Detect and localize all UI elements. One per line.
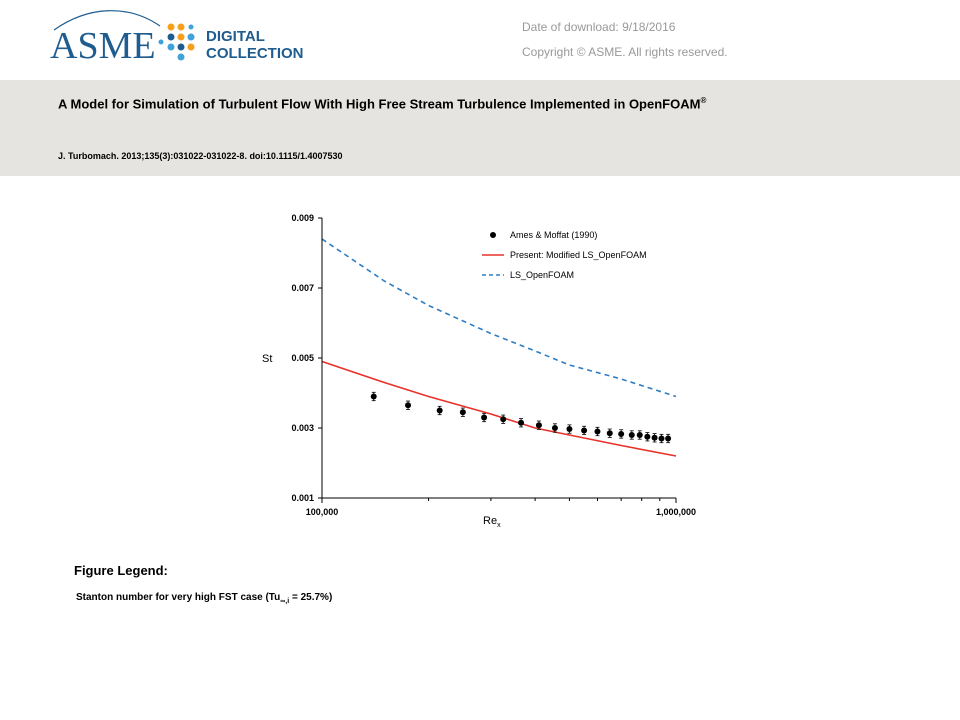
data-point: [636, 432, 643, 438]
data-point: [644, 433, 651, 440]
data-point: [551, 425, 558, 431]
stanton-number-chart: 0.001 0.003 0.005 0.007 0.009 100,000 1,000,0…: [262, 213, 696, 529]
caption-text-end: = 25.7%): [289, 592, 333, 603]
data-point: [481, 414, 488, 421]
logo-collection-text: COLLECTION: [206, 45, 304, 62]
caption-subscript: ∞,i: [280, 598, 290, 605]
copyright-notice: Copyright © ASME. All rights reserved.: [522, 45, 728, 59]
x-axis-label-main: Re: [483, 515, 497, 527]
header: ASME DIGITAL COLLECTION Date of download…: [0, 0, 960, 80]
y-tick-label: 0.001: [291, 493, 314, 503]
data-point: [436, 407, 443, 414]
ls-openfoam-line: [321, 238, 677, 398]
figure-caption: Stanton number for very high FST case (T…: [76, 592, 332, 605]
data-point: [370, 393, 377, 400]
data-point: [535, 422, 542, 429]
data-point: [651, 434, 658, 441]
y-axis-label: St: [262, 353, 272, 365]
chart-legend: Ames & Moffat (1990) Present: Modified LS…: [482, 230, 647, 280]
data-point: [518, 419, 525, 426]
data-point: [500, 416, 507, 423]
article-title: A Model for Simulation of Turbulent Flow…: [58, 96, 706, 111]
article-info-band: [0, 80, 960, 176]
article-title-text: A Model for Simulation of Turbulent Flow…: [58, 96, 701, 112]
y-tick-label: 0.009: [291, 213, 314, 223]
modified-ls-openfoam-line: [321, 360, 677, 457]
legend-label: LS_OpenFOAM: [510, 270, 574, 280]
x-axis-ticks: 100,000 1,000,000: [306, 498, 696, 517]
legend-label: Ames & Moffat (1990): [510, 230, 597, 240]
logo-asme-text: ASME: [50, 25, 156, 67]
registered-mark: ®: [700, 96, 707, 105]
article-citation: J. Turbomach. 2013;135(3):031022-031022-…: [58, 151, 343, 161]
plot-area: [321, 238, 677, 457]
caption-text: Stanton number for very high FST case (T…: [76, 592, 281, 603]
data-point: [606, 430, 613, 437]
data-point: [618, 430, 625, 437]
data-point: [665, 435, 672, 442]
y-tick-label: 0.003: [291, 423, 314, 433]
data-point: [405, 402, 412, 409]
logo-dots-icon: [158, 23, 195, 61]
logo-swoosh: [53, 10, 161, 31]
logo-digital-text: DIGITAL: [206, 28, 265, 45]
legend-marker: [490, 232, 496, 238]
x-tick-label: 1,000,000: [656, 507, 696, 517]
x-axis-label: Rex: [483, 515, 501, 529]
data-point: [658, 435, 665, 442]
y-tick-label: 0.007: [291, 283, 314, 293]
data-point: [581, 427, 588, 434]
x-axis-label-sub: x: [497, 522, 501, 529]
data-point: [566, 426, 573, 433]
y-axis-ticks: 0.001 0.003 0.005 0.007 0.009: [291, 213, 322, 503]
data-point: [628, 432, 635, 438]
download-date: Date of download: 9/18/2016: [522, 20, 676, 34]
data-point: [459, 409, 466, 416]
y-tick-label: 0.005: [291, 353, 314, 363]
x-tick-label: 100,000: [306, 507, 339, 517]
asme-digital-collection-logo: ASME DIGITAL COLLECTION: [50, 10, 304, 67]
legend-label: Present: Modified LS_OpenFOAM: [510, 250, 647, 260]
data-point: [594, 428, 601, 435]
figure-legend-heading: Figure Legend:: [74, 563, 168, 578]
